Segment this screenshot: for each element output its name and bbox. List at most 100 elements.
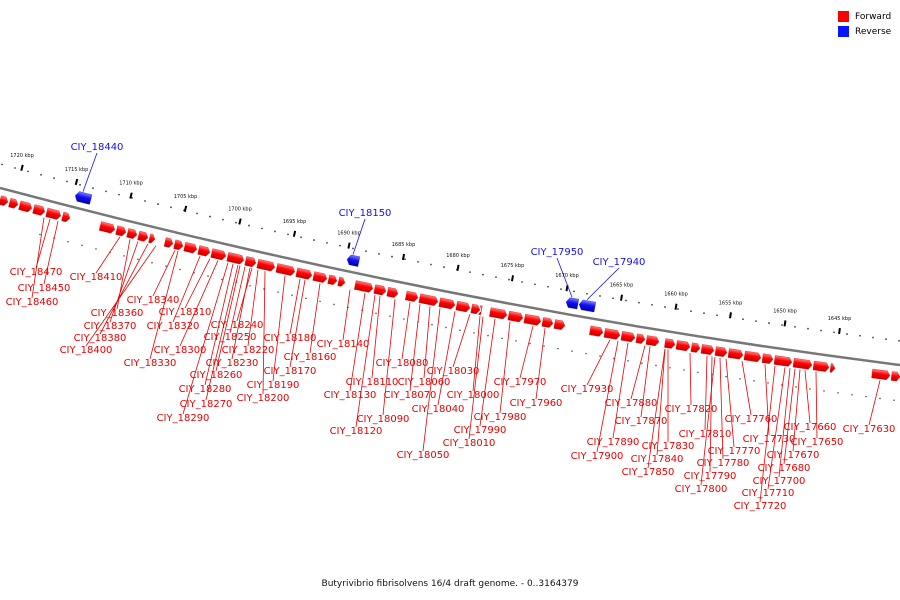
outer-ruler-dot	[144, 200, 146, 202]
inner-ruler-dot	[725, 375, 727, 378]
gene-label: CIY_17970	[494, 377, 547, 388]
tick-mark	[620, 294, 623, 301]
forward-gene	[871, 368, 891, 380]
outer-ruler-dot	[651, 303, 653, 306]
label-leaders	[31, 152, 881, 503]
label-leader-line	[725, 358, 735, 448]
forward-gene	[0, 195, 9, 206]
forward-gene	[792, 358, 813, 370]
inner-ruler-dot	[739, 377, 741, 380]
forward-gene	[589, 325, 604, 337]
inner-ruler-dot	[319, 300, 321, 303]
tick-mark	[729, 312, 732, 319]
outer-ruler-dot	[235, 221, 237, 224]
forward-gene	[743, 350, 762, 363]
forward-gene	[523, 313, 542, 326]
gene-label: CIY_17850	[622, 467, 675, 478]
tick-label: 1715 kbp	[65, 167, 89, 173]
gene-label: CIY_18370	[84, 321, 137, 332]
forward-gene	[620, 331, 636, 343]
label-leader-line	[352, 218, 366, 255]
tick-label: 1690 kbp	[337, 231, 361, 237]
outer-ruler-dot	[365, 250, 367, 253]
gene-label: CIY_18460	[6, 297, 59, 308]
gene-label: CIY_17630	[843, 424, 896, 435]
forward-gene	[603, 328, 621, 340]
tick-mark	[74, 178, 79, 186]
inner-ruler-dot	[767, 382, 769, 384]
outer-ruler-dot	[638, 301, 640, 304]
inner-ruler-dot	[81, 244, 83, 247]
outer-ruler-dot	[352, 247, 354, 250]
kbp-ticks: 1720 kbp 1715 kbp 1710 kbp 1705 kbp 1700 kbp…	[10, 153, 851, 335]
label-leader-line	[719, 357, 724, 460]
outer-ruler-dot	[66, 180, 68, 183]
outer-ruler-dot	[612, 297, 614, 300]
tick-mark	[401, 253, 406, 261]
forward-gene	[32, 204, 45, 216]
inner-ruler-dot	[67, 240, 69, 243]
outer-ruler-dot	[599, 295, 601, 297]
outer-ruler-dot	[716, 314, 718, 317]
gene-label: CIY_18030	[427, 366, 480, 377]
forward-gene	[890, 371, 900, 382]
outer-ruler-dot	[27, 170, 29, 173]
gene-label: CIY_18090	[357, 414, 410, 425]
forward-gene	[18, 200, 32, 213]
forward-gene	[405, 290, 419, 302]
forward-gene	[489, 307, 508, 320]
gene-label: CIY_17820	[665, 404, 718, 415]
tick-label: 1655 kbp	[719, 300, 743, 306]
outer-ruler-dot	[833, 331, 835, 334]
outer-ruler-dot	[703, 312, 705, 315]
gene-label: CIY_18050	[397, 450, 450, 461]
label-leader-line	[586, 339, 611, 386]
gene-label: CIY_18000	[447, 390, 500, 401]
inner-ruler-dot	[641, 362, 643, 364]
inner-ruler-dot	[375, 312, 377, 315]
inner-ruler-dot	[557, 347, 559, 350]
label-leader-line	[182, 262, 229, 415]
gene-label: CIY_18180	[264, 333, 317, 344]
forward-gene	[635, 333, 646, 344]
outer-ruler-dot	[742, 318, 744, 321]
outer-ruler-dot	[339, 244, 341, 247]
genome-caption: Butyrivibrio fibrisolvens 16/4 draft gen…	[321, 579, 579, 589]
gene-label: CIY_18470	[10, 267, 63, 278]
forward-genes	[0, 195, 900, 382]
gene-label: CIY_18440	[71, 142, 124, 153]
label-leader-line	[371, 296, 381, 379]
tick-label: 1670 kbp	[555, 273, 579, 279]
tick-label: 1685 kbp	[392, 242, 416, 248]
gene-label: CIY_18340	[127, 295, 180, 306]
gene-label: CIY_17880	[605, 398, 658, 409]
forward-gene	[354, 280, 373, 293]
gene-label: CIY_17870	[615, 416, 668, 427]
gene-label: CIY_17700	[753, 476, 806, 487]
outer-ruler-dot	[14, 167, 16, 169]
inner-ruler-dot	[753, 380, 755, 382]
inner-ruler-dot	[151, 261, 153, 264]
gene-label: CIY_18310	[159, 307, 212, 318]
label-leader-line	[472, 316, 481, 392]
gene-label: CIY_18080	[376, 358, 429, 369]
label-leader-line	[85, 245, 157, 347]
tick-mark	[129, 192, 133, 199]
reverse-gene	[565, 297, 579, 310]
gene-label: CIY_18120	[330, 426, 383, 437]
label-leader-line	[205, 264, 239, 401]
tick-label: 1660 kbp	[664, 292, 688, 298]
outer-ruler-dot	[534, 283, 536, 286]
genome-backbone	[0, 186, 900, 367]
label-leader-line	[184, 258, 211, 309]
outer-ruler-dot	[430, 263, 432, 266]
outer-ruler-dot	[625, 299, 627, 302]
gene-label: CIY_18170	[264, 366, 317, 377]
inner-ruler-dot	[403, 318, 405, 320]
outer-ruler-dot	[53, 177, 55, 180]
inner-ruler-dot	[165, 265, 167, 267]
tick-mark	[292, 230, 297, 237]
label-leader-line	[468, 316, 484, 440]
inner-ruler-dot	[879, 397, 881, 400]
outer-ruler-dot	[248, 224, 250, 227]
